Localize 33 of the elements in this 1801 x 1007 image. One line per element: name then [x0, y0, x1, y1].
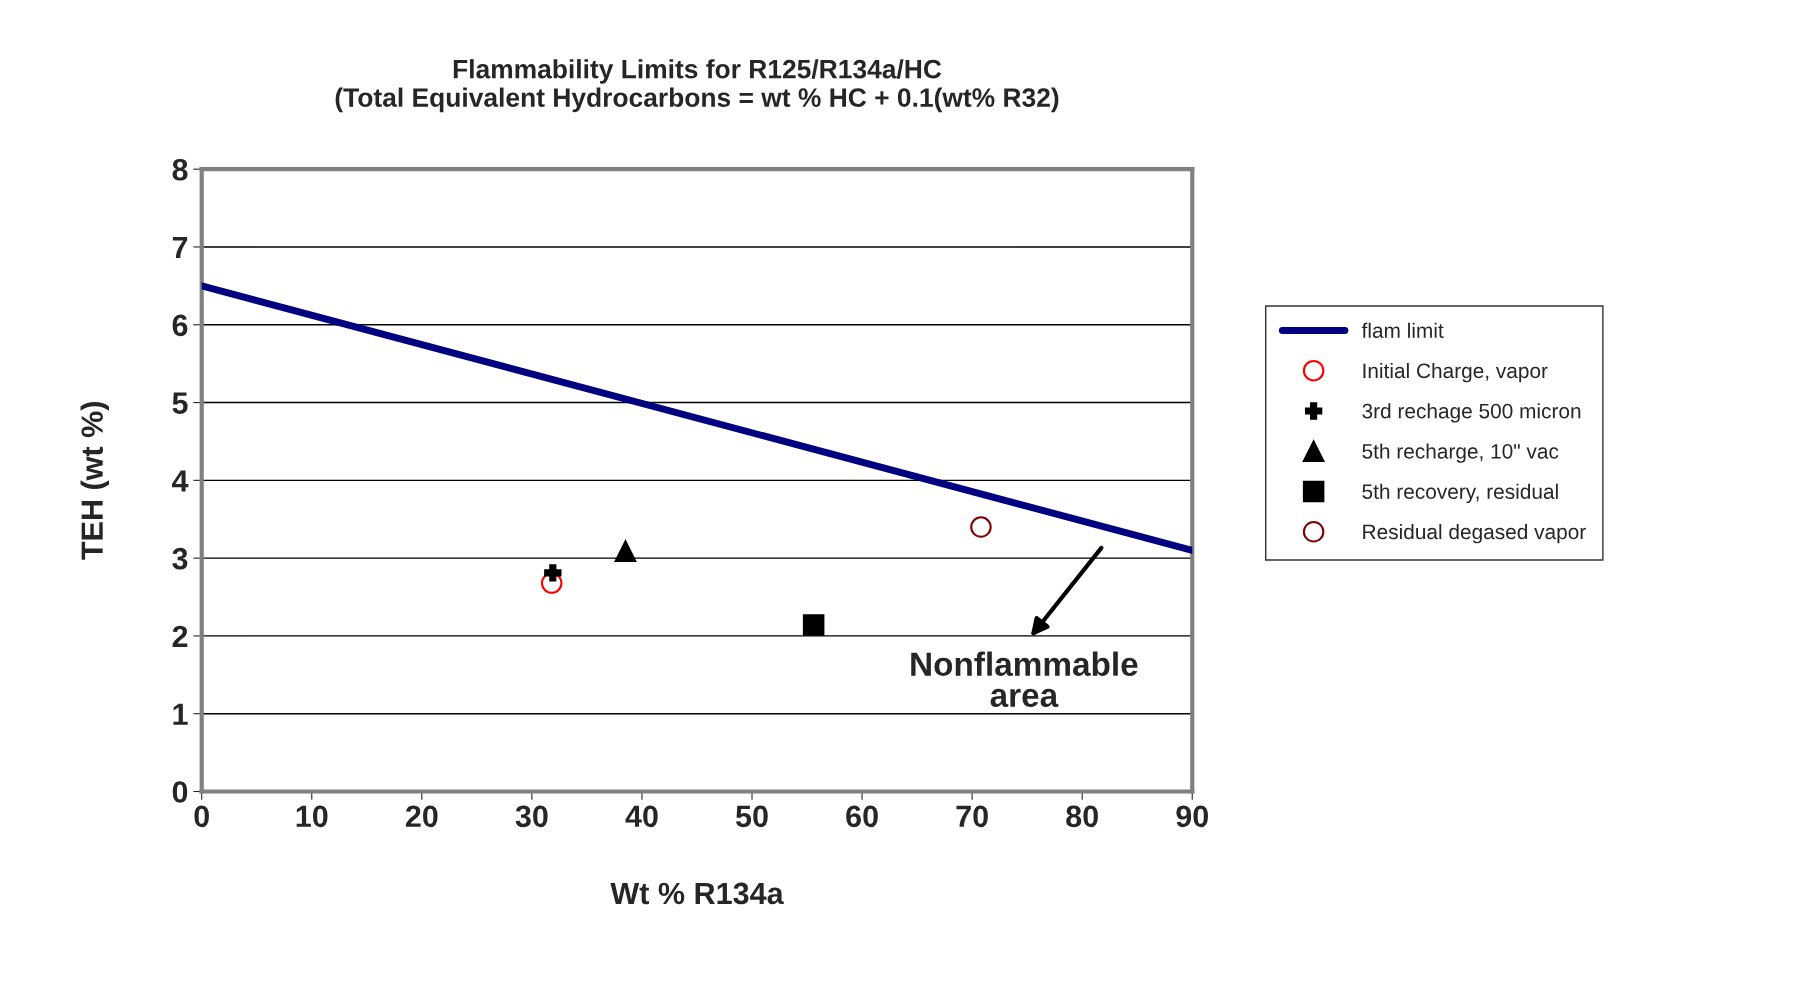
point	[544, 564, 562, 582]
legend-label: Residual degased vapor	[1363, 523, 1586, 544]
y-tick-label: 7	[172, 237, 188, 259]
y-tick-label: 3	[172, 547, 188, 570]
x-axis-title: Wt % R134a	[610, 882, 784, 905]
x-tick-label: 90	[1176, 805, 1208, 828]
y-tick-label: 8	[172, 158, 188, 181]
y-tick-label: 5	[172, 392, 188, 414]
legend-label: Initial Charge, vapor	[1363, 362, 1548, 383]
legend-label: flam limit	[1361, 322, 1444, 338]
y-axis-title: TEH (wt %)	[80, 402, 110, 560]
y-tick-label: 4	[171, 470, 189, 492]
legend-label: 5th recovery, residual	[1362, 483, 1558, 504]
y-tick-label: 1	[173, 703, 188, 725]
legend-label: 5th recharge, 10" vac	[1362, 443, 1559, 463]
x-tick-label: 20	[405, 805, 438, 828]
y-tick-label: 2	[172, 625, 188, 647]
x-tick-label: 80	[1066, 805, 1098, 828]
x-tick-label: 30	[515, 805, 548, 828]
x-tick-label: 50	[735, 805, 768, 828]
x-tick-label: 10	[296, 805, 328, 828]
x-tick-label: 70	[956, 805, 988, 828]
point	[802, 614, 825, 636]
x-tick-label: 0	[194, 805, 209, 828]
x-tick-label: 40	[625, 805, 658, 828]
x-tick-label: 60	[846, 805, 878, 828]
y-tick-label: 0	[172, 781, 188, 803]
point	[970, 516, 992, 538]
chart-title: Flammability Limits for R125/R134a/HC (Total Equivalent Hydrocarbons = wt % HC + 0.1(wt% R32)	[335, 59, 1059, 113]
annotation: Nonflammable area	[911, 651, 1138, 708]
y-tick-label: 6	[172, 314, 188, 337]
point	[614, 540, 637, 562]
legend-label: 3rd rechage 500 micron	[1362, 403, 1581, 423]
